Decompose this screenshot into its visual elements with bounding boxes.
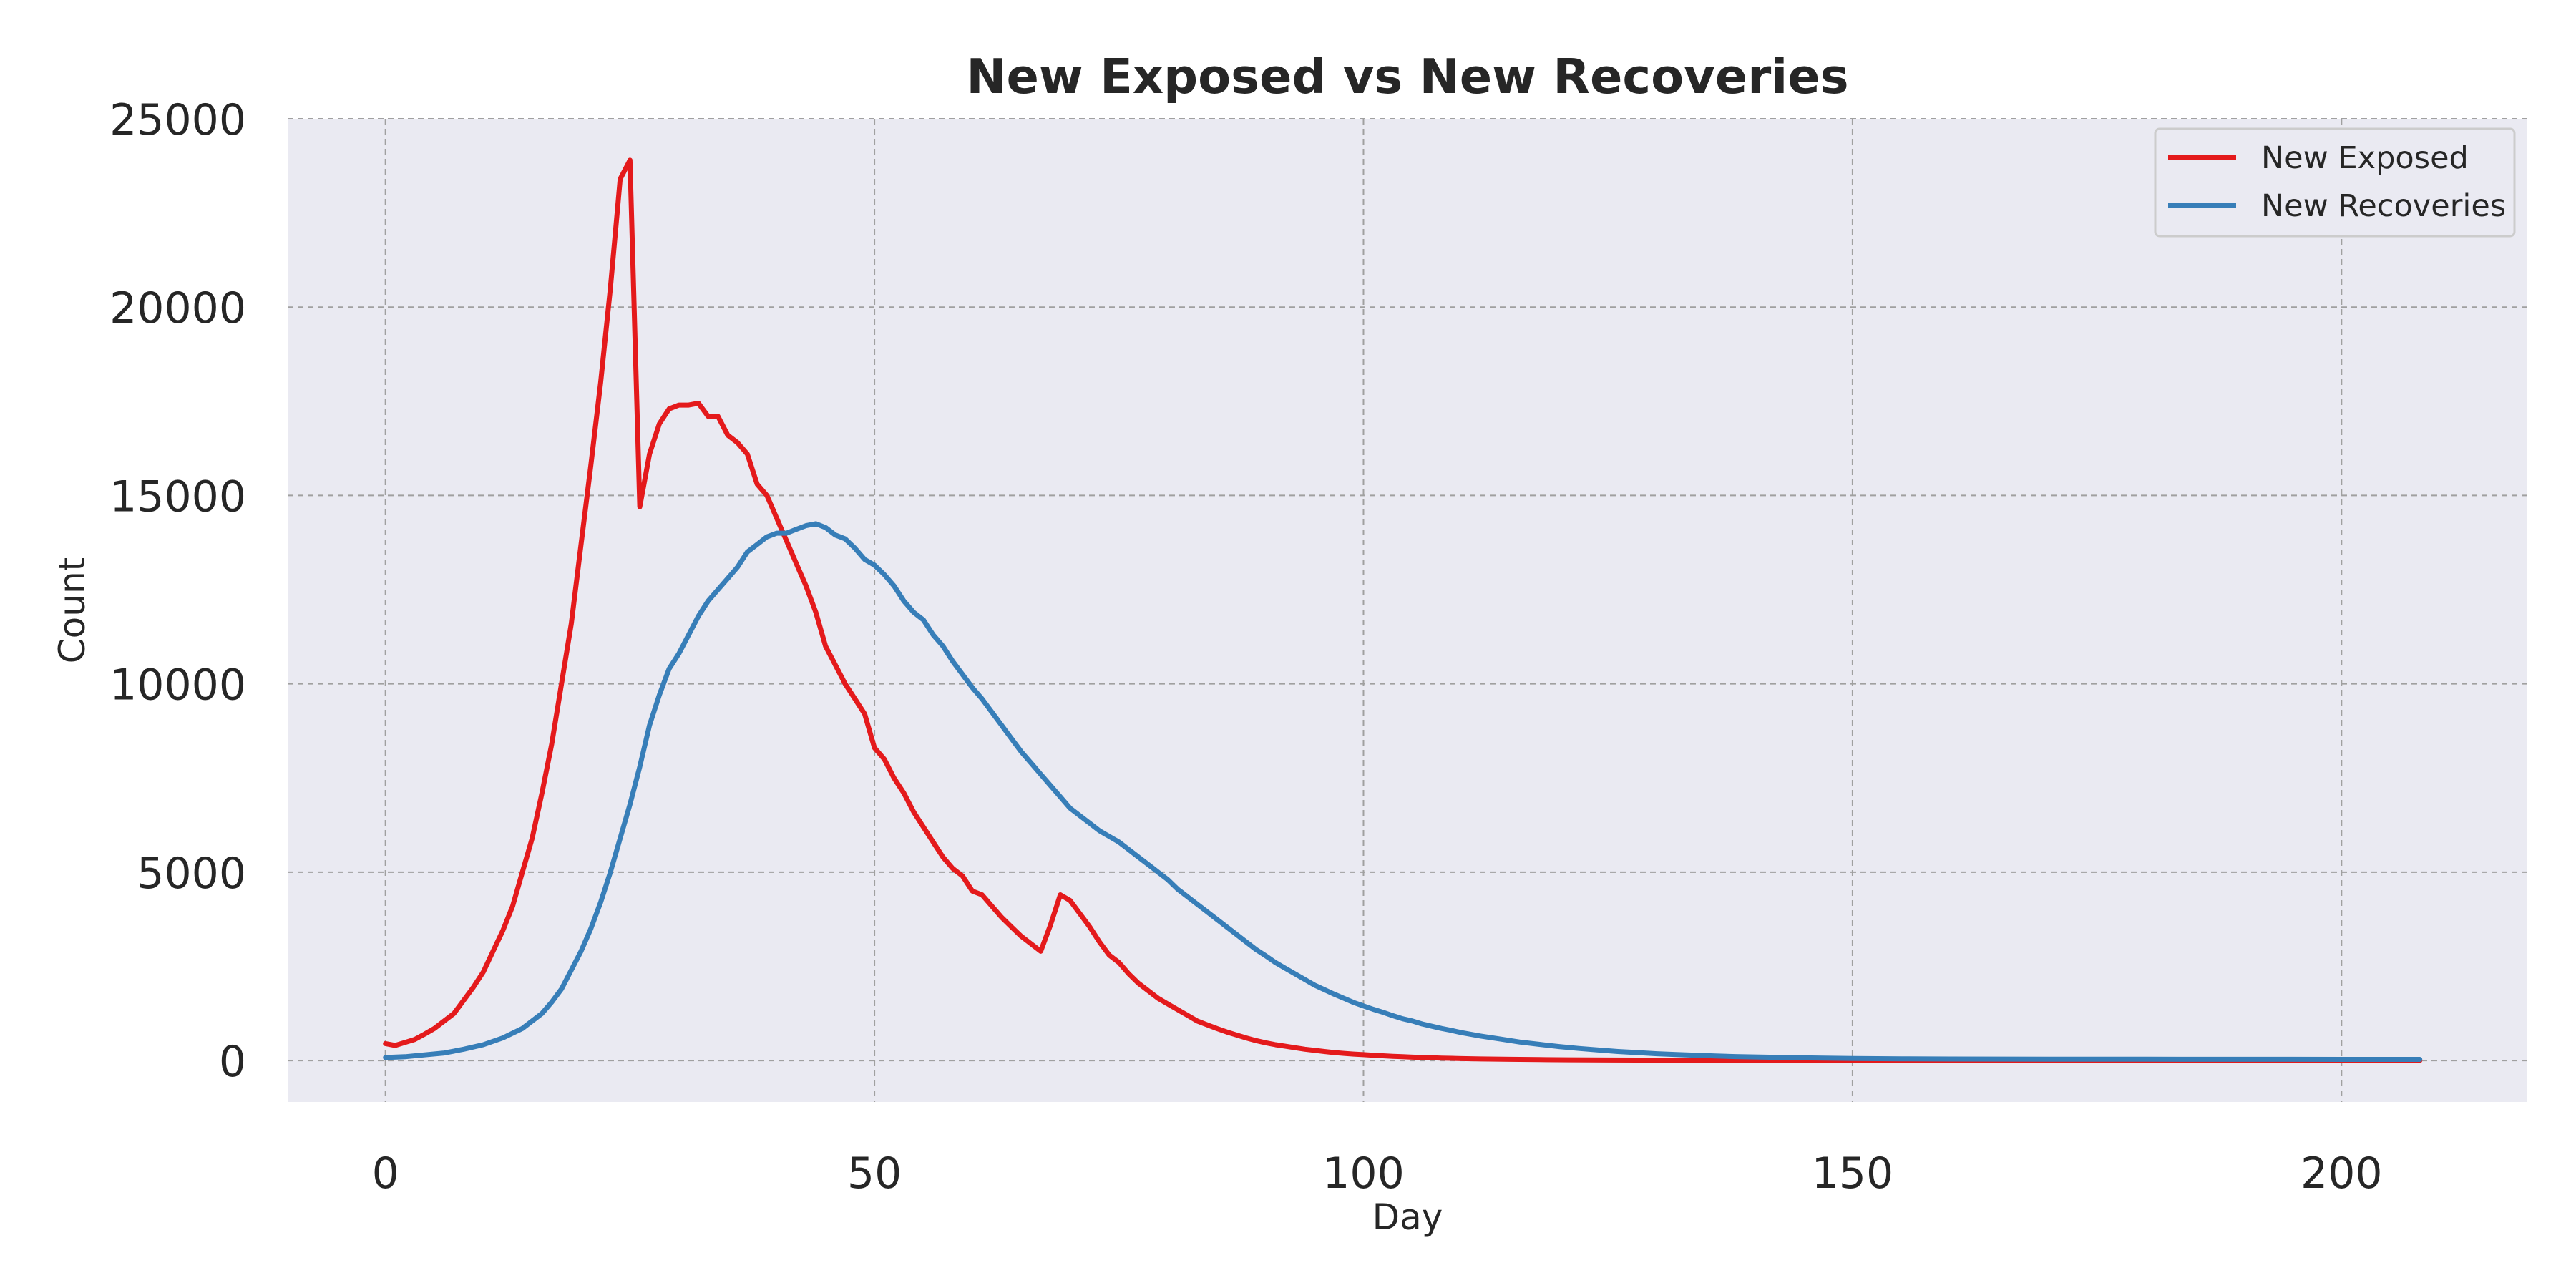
y-tick-label: 15000 bbox=[109, 472, 246, 522]
series-line-new-exposed bbox=[383, 157, 2423, 1063]
series-line-new-recoveries bbox=[383, 521, 2423, 1062]
y-tick-labels: 0 5000 10000 15000 20000 25000 bbox=[109, 95, 246, 1087]
legend-box bbox=[2154, 127, 2516, 238]
x-axis-label: Day bbox=[1372, 1196, 1443, 1238]
y-tick-label: 5000 bbox=[137, 849, 246, 899]
y-tick-label: 0 bbox=[219, 1037, 246, 1087]
x-tick-labels: 0 50 100 150 200 bbox=[372, 1148, 2383, 1199]
series-layer bbox=[383, 157, 2423, 1063]
y-tick-label: 20000 bbox=[109, 283, 246, 333]
plot-background bbox=[288, 119, 2527, 1102]
x-tick-label: 200 bbox=[2301, 1148, 2383, 1199]
y-tick-label: 25000 bbox=[109, 95, 246, 145]
legend-label-new-exposed: New Exposed bbox=[2261, 140, 2469, 176]
x-tick-label: 150 bbox=[1812, 1148, 1894, 1199]
y-tick-label: 10000 bbox=[109, 660, 246, 711]
chart-title: New Exposed vs New Recoveries bbox=[966, 49, 1848, 104]
x-tick-label: 50 bbox=[847, 1148, 902, 1199]
y-axis-label: Count bbox=[52, 557, 93, 664]
x-tick-label: 0 bbox=[372, 1148, 399, 1199]
legend-label-new-recoveries: New Recoveries bbox=[2261, 188, 2506, 224]
x-tick-label: 100 bbox=[1322, 1148, 1405, 1199]
legend: New Exposed New Recoveries bbox=[2154, 127, 2516, 238]
